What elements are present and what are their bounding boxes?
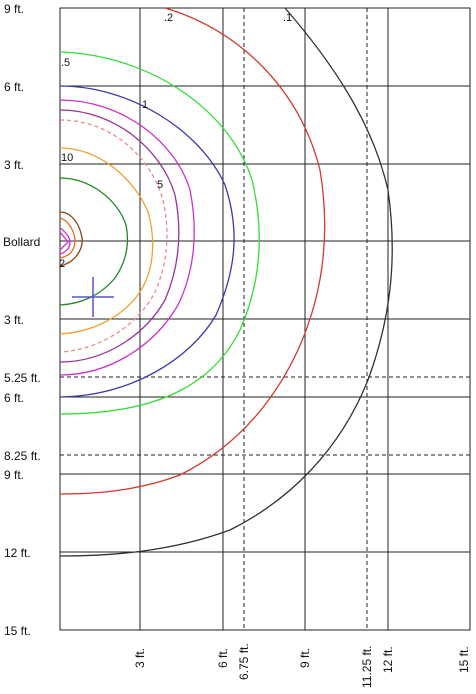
contour-label-1: 1: [142, 99, 148, 111]
contour-2: [59, 211, 83, 267]
y-label-bot-5-25: 5.25 ft.: [4, 371, 41, 385]
y-label-bot-8-25: 8.25 ft.: [4, 449, 41, 463]
y-label-bollard: Bollard: [3, 235, 40, 249]
contour-label-5: 5: [157, 179, 163, 191]
contour-dashed-pink: [59, 119, 168, 353]
contour-label-0-1: .1: [283, 12, 292, 24]
contour-label-2: 2: [59, 258, 65, 270]
contours: [59, 7, 393, 557]
x-label-11-25: 11.25 ft.: [360, 646, 374, 688]
y-label-bot-9: 9 ft.: [4, 468, 24, 482]
contour-label-0-2: .2: [164, 12, 173, 24]
vertical-grid: [139, 8, 471, 630]
x-label-3: 3 ft.: [133, 648, 147, 668]
contour-label-0-5: .5: [61, 57, 70, 69]
horizontal-dashed-grid: [60, 376, 470, 456]
contour-10: [59, 147, 154, 335]
plus-marker-icon: [72, 277, 114, 317]
contour-label-10: 10: [61, 152, 73, 164]
y-label-top-6: 6 ft.: [4, 80, 24, 94]
y-label-top-3: 3 ft.: [4, 158, 24, 172]
contour-5: [59, 109, 180, 363]
x-label-6-75: 6.75 ft.: [237, 643, 251, 680]
y-label-bot-12: 12 ft.: [4, 546, 31, 560]
x-label-15: 15 ft.: [457, 646, 471, 673]
contour-1: [59, 85, 235, 398]
contour-magenta: [59, 99, 195, 376]
y-label-bot-3: 3 ft.: [4, 313, 24, 327]
y-label-bot-6: 6 ft.: [4, 391, 24, 405]
horizontal-grid: [60, 7, 470, 631]
x-label-6: 6 ft.: [216, 648, 230, 668]
contour-green-inner: [59, 177, 129, 306]
contour-magenta-core: [59, 227, 71, 255]
y-label-top-9: 9 ft.: [4, 2, 24, 16]
contour-orange-inner: [59, 217, 76, 259]
contour-0-1: [59, 7, 393, 557]
x-label-12: 12 ft.: [381, 646, 395, 673]
contour-0-5: [59, 51, 260, 415]
x-label-9: 9 ft.: [298, 648, 312, 668]
y-label-bot-15: 15 ft.: [4, 624, 31, 638]
contour-0-2: [59, 7, 326, 495]
